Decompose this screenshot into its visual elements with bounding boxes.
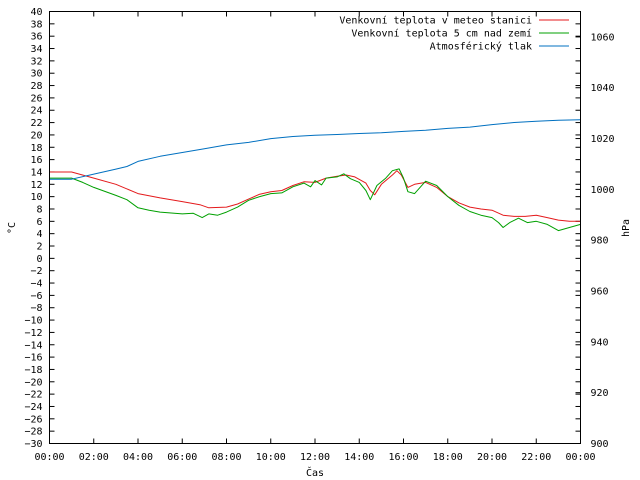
y-right-tick-label: 1020 <box>591 134 615 145</box>
y-left-tick-label: −24 <box>24 402 42 413</box>
y-left-tick-label: 18 <box>30 143 42 154</box>
y-left-tick-label: −16 <box>24 353 42 364</box>
y-left-tick-label: −18 <box>24 365 42 376</box>
y-right-tick-label: 900 <box>591 439 609 450</box>
legend-label-3: Atmosférický tlak <box>430 41 532 53</box>
x-tick-label: 00:00 <box>565 452 595 463</box>
y-left-tick-label: −6 <box>30 291 42 302</box>
y-left-tick-label: 6 <box>36 217 42 228</box>
y-right-tick-label: 1060 <box>591 32 615 43</box>
y-left-tick-label: 10 <box>30 192 42 203</box>
x-tick-label: 08:00 <box>211 452 241 463</box>
y-left-tick-label: 12 <box>30 180 42 191</box>
y-left-tick-label: 8 <box>36 204 42 215</box>
x-tick-label: 02:00 <box>79 452 109 463</box>
x-tick-label: 16:00 <box>388 452 418 463</box>
x-tick-label: 04:00 <box>123 452 153 463</box>
y-left-tick-label: 2 <box>36 242 42 253</box>
y-left-tick-label: −20 <box>24 377 42 388</box>
y-left-tick-label: 36 <box>30 32 42 43</box>
series-line-3 <box>49 119 581 180</box>
series-line-2 <box>49 168 581 232</box>
y-left-tick-label: 26 <box>30 93 42 104</box>
x-tick-label: 12:00 <box>300 452 330 463</box>
x-tick-label: 06:00 <box>167 452 197 463</box>
y-axis-left: −30−28−26−24−22−20−18−16−14−12−10−8−6−4−… <box>24 7 581 450</box>
y-left-tick-label: 16 <box>30 155 42 166</box>
y-right-tick-label: 1000 <box>591 185 615 196</box>
y-left-tick-label: 4 <box>36 229 42 240</box>
y-right-tick-label: 920 <box>591 388 609 399</box>
y-left-tick-label: −2 <box>30 266 42 277</box>
x-tick-label: 20:00 <box>477 452 507 463</box>
y-left-tick-label: 34 <box>30 44 42 55</box>
y-left-tick-label: 28 <box>30 81 42 92</box>
y-right-tick-label: 940 <box>591 337 609 348</box>
x-tick-label: 18:00 <box>433 452 463 463</box>
x-tick-label: 14:00 <box>344 452 374 463</box>
y-left-tick-label: −4 <box>30 279 42 290</box>
y-right-tick-label: 980 <box>591 236 609 247</box>
y-right-tick-label: 1040 <box>591 83 615 94</box>
y-axis-right: 900 920 940 960 980 1000 1020 1040 1060 <box>575 32 615 450</box>
y-left-tick-label: −28 <box>24 427 42 438</box>
y-axis-right-label: hPa <box>621 219 632 237</box>
y-left-tick-label: 32 <box>30 56 42 67</box>
x-axis-label: Čas <box>306 466 324 479</box>
y-left-tick-label: 20 <box>30 130 42 141</box>
y-left-tick-label: 40 <box>30 7 42 18</box>
x-axis: 00:00 02:00 04:00 06:00 08:00 10:00 12:00 14:00… <box>34 11 596 463</box>
y-left-tick-label: −30 <box>24 439 42 450</box>
legend-label-2: Venkovní teplota 5 cm nad zemí <box>351 28 532 40</box>
y-left-tick-label: 14 <box>30 167 42 178</box>
y-left-tick-label: −10 <box>24 316 42 327</box>
y-left-tick-label: −14 <box>24 340 42 351</box>
series-line-1 <box>49 170 581 222</box>
x-tick-label: 10:00 <box>256 452 286 463</box>
y-left-tick-label: −8 <box>30 303 42 314</box>
plot-frame <box>49 11 581 444</box>
y-left-tick-label: 30 <box>30 69 42 80</box>
y-axis-left-label: °C <box>7 222 18 234</box>
y-left-tick-label: 38 <box>30 19 42 30</box>
y-left-tick-label: −12 <box>24 328 42 339</box>
y-left-tick-label: −26 <box>24 414 42 425</box>
x-tick-label: 00:00 <box>34 452 64 463</box>
x-tick-label: 22:00 <box>521 452 551 463</box>
y-left-tick-label: 0 <box>36 254 42 265</box>
y-right-tick-label: 960 <box>591 287 609 298</box>
legend-label-1: Venkovní teplota v meteo stanici <box>339 15 532 27</box>
y-left-tick-label: 24 <box>30 106 42 117</box>
legend: Venkovní teplota v meteo staniciVenkovní… <box>339 15 569 53</box>
y-left-tick-label: −22 <box>24 390 42 401</box>
y-left-tick-label: 22 <box>30 118 42 129</box>
plot-lines <box>49 119 581 232</box>
